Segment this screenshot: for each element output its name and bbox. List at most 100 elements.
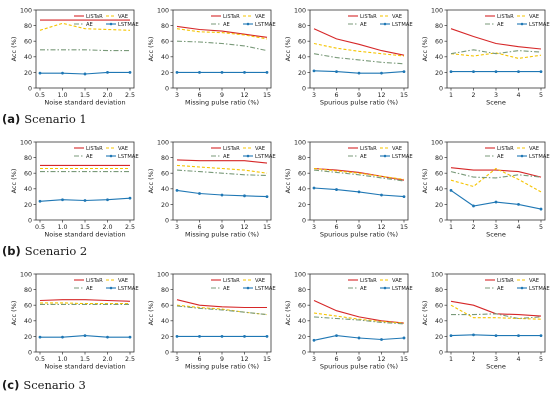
y-tick-label: 80 xyxy=(24,155,32,162)
legend-label-vae: VAE xyxy=(392,146,402,152)
data-point-lstmae xyxy=(175,335,179,338)
legend: LiSTaR VAE AE LSTMAE xyxy=(485,14,550,28)
y-axis-label: Acc (%) xyxy=(10,169,18,194)
legend-label-ae: AE xyxy=(497,154,504,160)
legend-label-listar: LiSTaR xyxy=(360,278,377,284)
data-point-lstmae xyxy=(265,335,269,338)
data-point-lstmae xyxy=(265,71,269,74)
data-point-lstmae xyxy=(357,71,361,75)
y-axis-label: Acc (%) xyxy=(147,169,155,194)
legend-label-lstmae: LSTMAE xyxy=(118,286,139,292)
legend: LiSTaR VAE AE LSTMAE xyxy=(74,278,139,292)
y-tick-label: 60 xyxy=(24,39,32,46)
x-axis-label: Spurious pulse ratio (%) xyxy=(320,231,398,239)
x-tick-label: 2 xyxy=(471,92,475,99)
x-tick-label: 3 xyxy=(494,224,498,231)
y-tick-label: 80 xyxy=(161,287,169,294)
data-point-lstmae xyxy=(539,334,543,338)
y-tick-label: 20 xyxy=(161,334,169,341)
data-point-lstmae xyxy=(198,71,201,74)
x-tick-label: 4 xyxy=(516,92,520,99)
legend-marker xyxy=(520,22,524,26)
x-tick-label: 9 xyxy=(220,224,224,231)
data-point-lstmae xyxy=(472,204,475,208)
x-tick-label: 6 xyxy=(197,356,201,363)
legend-label-ae: AE xyxy=(86,286,93,292)
x-tick-label: 15 xyxy=(263,356,271,363)
legend: LiSTaR VAE AE LSTMAE xyxy=(74,14,139,28)
legend-label-listar: LiSTaR xyxy=(360,146,377,152)
y-tick-label: 100 xyxy=(294,271,306,278)
y-tick-label: 40 xyxy=(298,54,306,61)
y-tick-label: 100 xyxy=(20,139,32,146)
x-tick-label: 3 xyxy=(494,92,498,99)
data-point-lstmae xyxy=(106,198,109,202)
legend-label-vae: VAE xyxy=(392,278,402,284)
x-axis-label: Spurious pulse ratio (%) xyxy=(320,363,398,371)
data-point-lstmae xyxy=(517,70,520,74)
series-line-vae xyxy=(450,167,542,193)
legend-label-ae: AE xyxy=(497,22,504,28)
y-tick-label: 20 xyxy=(24,202,32,209)
series-line-ae xyxy=(176,169,268,177)
legend-marker xyxy=(246,22,250,26)
data-point-lstmae xyxy=(312,338,316,342)
legend-label-vae: VAE xyxy=(529,14,539,20)
y-tick-label: 100 xyxy=(431,139,443,146)
data-point-lstmae xyxy=(265,195,269,199)
x-tick-label: 5 xyxy=(539,224,543,231)
x-axis-label: Spurious pulse ratio (%) xyxy=(320,99,398,107)
x-tick-label: 12 xyxy=(240,92,248,99)
series-line-ae xyxy=(176,40,268,52)
x-tick-label: 2.5 xyxy=(125,224,135,231)
x-tick-label: 3 xyxy=(312,224,316,231)
x-tick-label: 9 xyxy=(357,224,361,231)
legend-marker xyxy=(520,154,524,158)
y-axis-label: Acc (%) xyxy=(421,37,429,62)
x-tick-label: 6 xyxy=(197,92,201,99)
legend-label-lstmae: LSTMAE xyxy=(392,22,413,28)
legend-label-listar: LiSTaR xyxy=(86,146,103,152)
x-tick-label: 15 xyxy=(263,92,271,99)
y-tick-label: 40 xyxy=(161,186,169,193)
y-tick-label: 60 xyxy=(24,303,32,310)
x-tick-label: 3 xyxy=(312,92,316,99)
x-tick-label: 0.5 xyxy=(35,356,45,363)
legend: LiSTaR VAE AE LSTMAE xyxy=(348,14,413,28)
y-tick-label: 40 xyxy=(24,54,32,61)
legend: LiSTaR VAE AE LSTMAE xyxy=(211,14,276,28)
data-point-lstmae xyxy=(243,71,246,74)
x-axis-label: Noise standard deviation xyxy=(44,99,125,107)
data-point-lstmae xyxy=(220,335,224,338)
y-tick-label: 40 xyxy=(435,54,443,61)
chart-panel-4: 0 20 40 60 80 100 1 2 3 4 5 Scene Acc (%) LiSTaR VAE AE… xyxy=(421,7,550,106)
legend-label-listar: LiSTaR xyxy=(497,14,514,20)
x-tick-label: 6 xyxy=(197,224,201,231)
legend-label-ae: AE xyxy=(86,154,93,160)
x-tick-label: 1.0 xyxy=(57,356,67,363)
x-tick-label: 4 xyxy=(516,356,520,363)
series-line-vae xyxy=(39,22,131,31)
data-point-lstmae xyxy=(449,188,453,192)
legend-label-vae: VAE xyxy=(118,146,128,152)
x-tick-label: 6 xyxy=(334,356,338,363)
y-tick-label: 20 xyxy=(298,334,306,341)
data-point-lstmae xyxy=(335,334,338,338)
y-axis-label: Acc (%) xyxy=(421,301,429,326)
legend-label-listar: LiSTaR xyxy=(223,14,240,20)
legend-marker xyxy=(109,286,113,290)
y-tick-label: 80 xyxy=(298,155,306,162)
data-point-lstmae xyxy=(380,193,383,197)
legend-label-vae: VAE xyxy=(529,146,539,152)
x-tick-label: 2 xyxy=(471,356,475,363)
x-axis-label: Noise standard deviation xyxy=(44,231,125,239)
x-tick-label: 15 xyxy=(400,356,408,363)
legend-label-lstmae: LSTMAE xyxy=(529,22,550,28)
y-tick-label: 100 xyxy=(157,7,169,14)
legend-label-ae: AE xyxy=(86,22,93,28)
chart-panel-2: 0 20 40 60 80 100 3 6 9 12 15 Missing pulse ratio (… xyxy=(147,7,276,106)
y-tick-label: 40 xyxy=(24,186,32,193)
legend: LiSTaR VAE AE LSTMAE xyxy=(348,146,413,160)
